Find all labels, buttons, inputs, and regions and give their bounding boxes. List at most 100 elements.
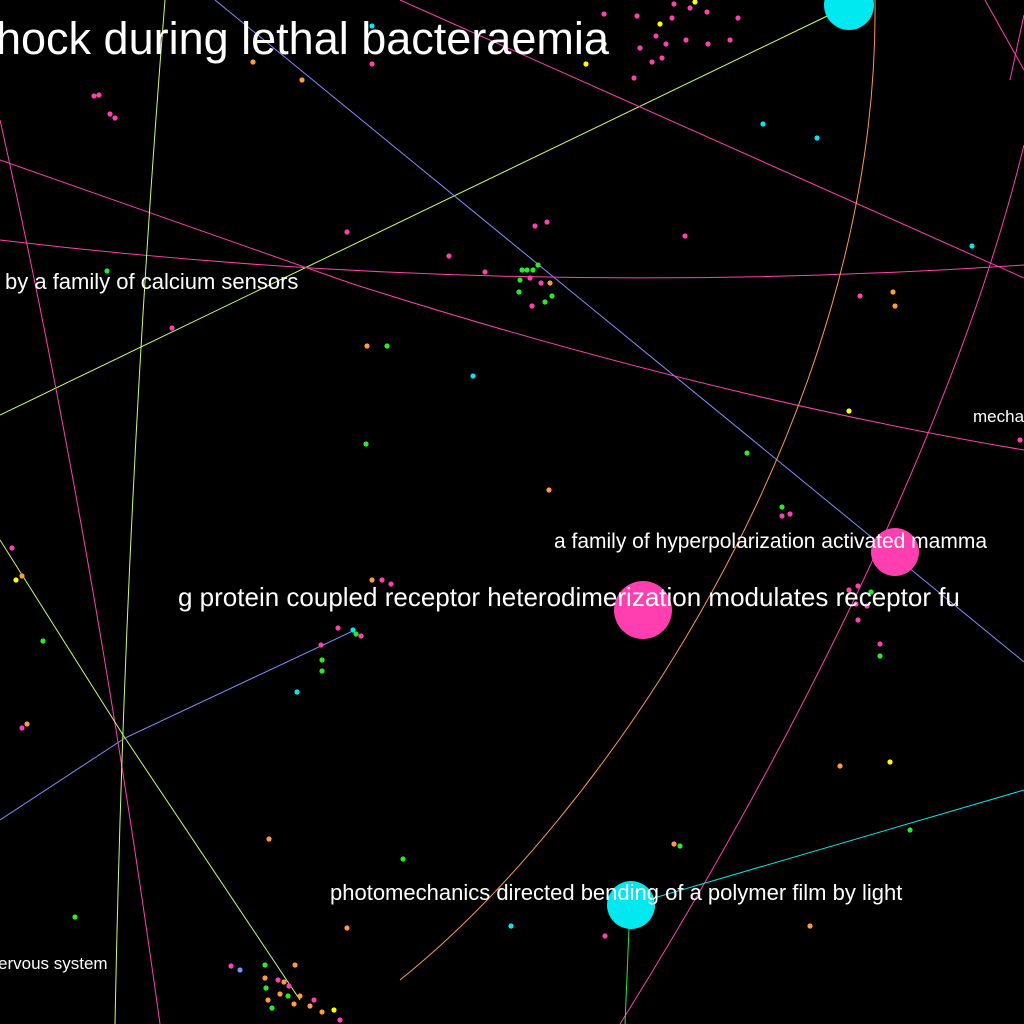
paper-node[interactable]	[653, 33, 659, 39]
paper-node[interactable]	[291, 1001, 297, 1007]
paper-node[interactable]	[601, 11, 607, 17]
paper-node[interactable]	[96, 92, 102, 98]
paper-node[interactable]	[228, 963, 234, 969]
paper-node[interactable]	[263, 985, 269, 991]
paper-node[interactable]	[657, 21, 663, 27]
paper-node[interactable]	[358, 633, 364, 639]
paper-node[interactable]	[890, 289, 896, 295]
paper-node[interactable]	[855, 583, 861, 589]
paper-title-g-protein[interactable]: g protein coupled receptor heterodimeriz…	[178, 582, 960, 612]
paper-node[interactable]	[277, 991, 283, 997]
paper-node[interactable]	[262, 975, 268, 981]
paper-title-hyperpolarization[interactable]: a family of hyperpolarization activated …	[554, 530, 987, 553]
paper-node[interactable]	[583, 61, 589, 67]
paper-node[interactable]	[837, 763, 843, 769]
paper-node[interactable]	[294, 689, 300, 695]
paper-node[interactable]	[535, 262, 541, 268]
paper-node[interactable]	[704, 9, 710, 15]
paper-node[interactable]	[269, 1005, 275, 1011]
paper-title-bacteraemia[interactable]: hock during lethal bacteraemia	[0, 13, 610, 64]
paper-node[interactable]	[853, 601, 859, 607]
paper-node[interactable]	[857, 293, 863, 299]
paper-node[interactable]	[19, 725, 25, 731]
paper-node[interactable]	[814, 135, 820, 141]
paper-node[interactable]	[72, 914, 78, 920]
paper-node[interactable]	[1017, 437, 1023, 443]
paper-node[interactable]	[19, 573, 25, 579]
paper-node[interactable]	[649, 59, 655, 65]
paper-node[interactable]	[508, 923, 514, 929]
paper-node[interactable]	[319, 1009, 325, 1015]
paper-node[interactable]	[671, 1, 677, 7]
paper-node[interactable]	[669, 15, 675, 21]
hub-node[interactable]	[824, 0, 874, 30]
paper-node[interactable]	[335, 625, 341, 631]
paper-node[interactable]	[687, 5, 693, 11]
paper-node[interactable]	[705, 41, 711, 47]
paper-node[interactable]	[527, 275, 533, 281]
paper-node[interactable]	[388, 581, 394, 587]
paper-node[interactable]	[779, 504, 785, 510]
paper-node[interactable]	[369, 61, 375, 67]
paper-node[interactable]	[353, 631, 359, 637]
paper-node[interactable]	[104, 268, 110, 274]
paper-node[interactable]	[311, 997, 317, 1003]
paper-node[interactable]	[470, 373, 476, 379]
paper-node[interactable]	[275, 977, 281, 983]
paper-node[interactable]	[516, 289, 522, 295]
paper-node[interactable]	[344, 925, 350, 931]
paper-node[interactable]	[864, 603, 870, 609]
paper-node[interactable]	[107, 111, 113, 117]
paper-node[interactable]	[855, 617, 861, 623]
paper-node[interactable]	[969, 243, 975, 249]
paper-node[interactable]	[744, 450, 750, 456]
paper-node[interactable]	[24, 721, 30, 727]
paper-node[interactable]	[285, 993, 291, 999]
paper-node[interactable]	[482, 269, 488, 275]
paper-node[interactable]	[364, 343, 370, 349]
paper-node[interactable]	[13, 577, 19, 583]
paper-node[interactable]	[237, 967, 243, 973]
paper-node[interactable]	[779, 513, 785, 519]
paper-node[interactable]	[663, 41, 669, 47]
paper-node[interactable]	[337, 1017, 343, 1023]
paper-node[interactable]	[868, 589, 874, 595]
paper-node[interactable]	[877, 641, 883, 647]
paper-node[interactable]	[683, 37, 689, 43]
paper-node[interactable]	[631, 75, 637, 81]
paper-node[interactable]	[91, 93, 97, 99]
paper-node[interactable]	[547, 280, 553, 286]
paper-node[interactable]	[602, 933, 608, 939]
paper-node[interactable]	[807, 923, 813, 929]
paper-node[interactable]	[682, 233, 688, 239]
paper-node[interactable]	[637, 45, 643, 51]
paper-node[interactable]	[727, 37, 733, 43]
paper-node[interactable]	[297, 993, 303, 999]
paper-node[interactable]	[532, 223, 538, 229]
paper-node[interactable]	[307, 1003, 313, 1009]
paper-node[interactable]	[40, 638, 46, 644]
paper-node[interactable]	[892, 303, 898, 309]
paper-node[interactable]	[265, 997, 271, 1003]
paper-node[interactable]	[250, 59, 256, 65]
hub-node[interactable]	[871, 528, 919, 576]
paper-node[interactable]	[877, 653, 883, 659]
paper-title-nervous-system[interactable]: ervous system	[0, 954, 108, 973]
paper-node[interactable]	[907, 827, 913, 833]
paper-node[interactable]	[400, 856, 406, 862]
paper-node[interactable]	[735, 15, 741, 21]
paper-title-mecha[interactable]: mecha	[973, 407, 1024, 426]
paper-node[interactable]	[363, 441, 369, 447]
paper-node[interactable]	[538, 280, 544, 286]
paper-node[interactable]	[529, 303, 535, 309]
paper-node[interactable]	[331, 1007, 337, 1013]
hub-node[interactable]	[607, 881, 655, 929]
paper-node[interactable]	[384, 343, 390, 349]
paper-node[interactable]	[659, 55, 665, 61]
paper-node[interactable]	[634, 13, 640, 19]
paper-node[interactable]	[446, 253, 452, 259]
paper-node[interactable]	[169, 325, 175, 331]
paper-title-calcium-sensors[interactable]: by a family of calcium sensors	[5, 269, 298, 294]
paper-node[interactable]	[344, 229, 350, 235]
paper-node[interactable]	[542, 299, 548, 305]
